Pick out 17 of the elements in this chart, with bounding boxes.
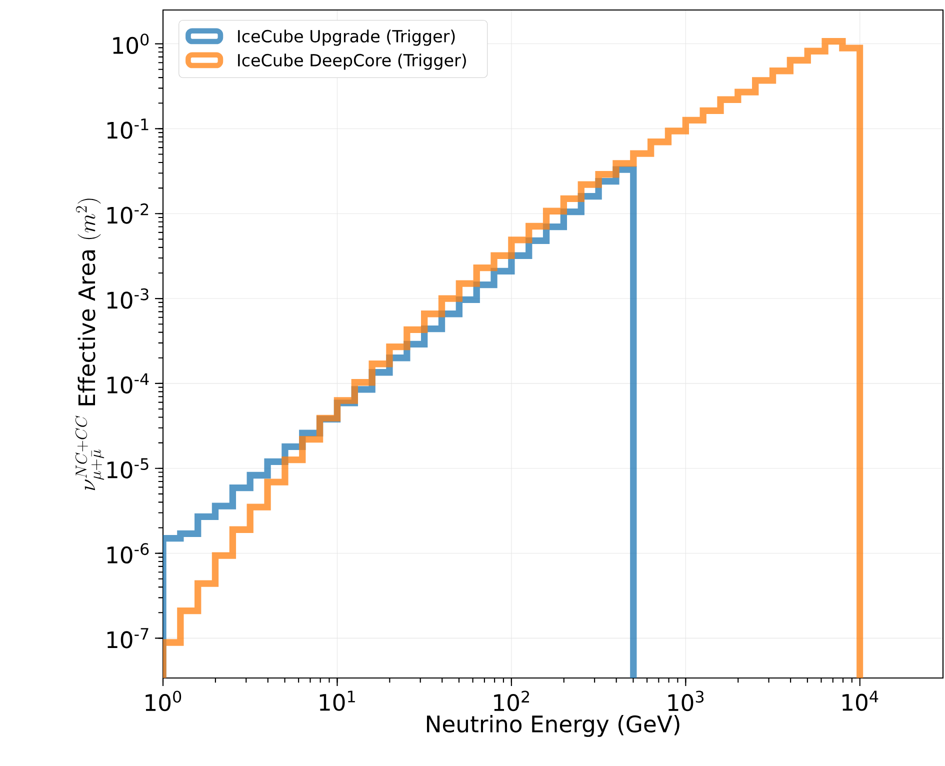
x-tick-label: 10$^{2}$ xyxy=(494,690,529,712)
y-tick-label: 10$^{-3}$ xyxy=(107,288,148,309)
y-tick-label: 10$^{-6}$ xyxy=(107,543,149,564)
x-tick-label: 10$^{1}$ xyxy=(320,690,355,711)
y-tick-label: 10$^{0}$ xyxy=(113,34,149,54)
y-tick-label: 10$^{-7}$ xyxy=(107,628,148,648)
y-tick-label: 10$^{-1}$ xyxy=(107,118,148,139)
y-tick-label: 10$^{-4}$ xyxy=(107,373,149,394)
y-axis-title: $\nu_{\mu+\bar{\mu}}^{NC+CC}\ \mathrm{Effective\ Area}\ (m^2)$ xyxy=(75,198,104,490)
x-tick-label: 10$^{0}$ xyxy=(146,690,182,712)
x-tick-label: 10$^{3}$ xyxy=(668,690,704,712)
x-axis-title: Neutrino Energy (GeV) xyxy=(426,714,680,737)
legend-label: IceCube Upgrade (Trigger) xyxy=(238,30,455,46)
legend-label: IceCube DeepCore (Trigger) xyxy=(238,54,466,70)
y-tick-label: 10$^{-2}$ xyxy=(107,203,148,224)
x-tick-label: 10$^{4}$ xyxy=(842,690,878,711)
y-tick-label: 10$^{-5}$ xyxy=(107,458,148,478)
